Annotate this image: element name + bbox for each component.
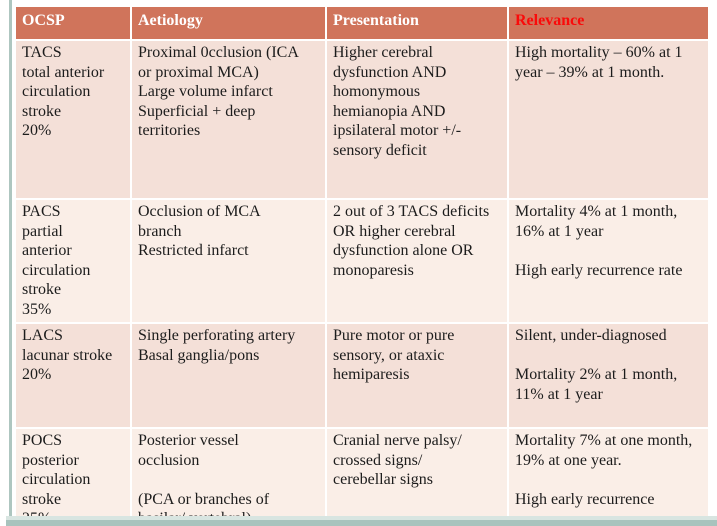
table-row-pocs: POCS posterior circulation stroke 25% Po… bbox=[16, 429, 708, 526]
column-header-relevance: Relevance bbox=[509, 7, 708, 39]
cell-pocs-relevance: Mortality 7% at one month, 19% at one ye… bbox=[509, 429, 708, 526]
bottom-accent-strip-light bbox=[6, 516, 717, 520]
column-header-ocsp: OCSP bbox=[16, 7, 130, 39]
table-header-row: OCSP Aetiology Presentation Relevance bbox=[16, 7, 708, 39]
cell-pacs-aetiology: Occlusion of MCA branch Restricted infar… bbox=[132, 200, 325, 323]
cell-pocs-aetiology: Posterior vessel occlusion (PCA or branc… bbox=[132, 429, 325, 526]
cell-pacs-relevance: Mortality 4% at 1 month, 16% at 1 year H… bbox=[509, 200, 708, 323]
column-header-aetiology: Aetiology bbox=[132, 7, 325, 39]
cell-pacs-presentation: 2 out of 3 TACS deficits OR higher cereb… bbox=[327, 200, 507, 323]
cell-pacs-ocsp: PACS partial anterior circulation stroke… bbox=[16, 200, 130, 323]
table-row-tacs: TACS total anterior circulation stroke 2… bbox=[16, 41, 708, 198]
cell-tacs-aetiology: Proximal 0cclusion (ICA or proximal MCA)… bbox=[132, 41, 325, 198]
ocsp-classification-table: OCSP Aetiology Presentation Relevance TA… bbox=[14, 5, 710, 526]
cell-lacs-presentation: Pure motor or pure sensory, or ataxic he… bbox=[327, 324, 507, 428]
cell-lacs-relevance: Silent, under-diagnosed Mortality 2% at … bbox=[509, 324, 708, 428]
cell-pocs-ocsp: POCS posterior circulation stroke 25% bbox=[16, 429, 130, 526]
table-row-pacs: PACS partial anterior circulation stroke… bbox=[16, 200, 708, 323]
cell-tacs-ocsp: TACS total anterior circulation stroke 2… bbox=[16, 41, 130, 198]
cell-tacs-relevance: High mortality – 60% at 1 year – 39% at … bbox=[509, 41, 708, 198]
column-header-presentation: Presentation bbox=[327, 7, 507, 39]
cell-lacs-aetiology: Single perforating artery Basal ganglia/… bbox=[132, 324, 325, 428]
cell-lacs-ocsp: LACS lacunar stroke 20% bbox=[16, 324, 130, 428]
cell-pocs-presentation: Cranial nerve palsy/ crossed signs/ cere… bbox=[327, 429, 507, 526]
bottom-accent-strip-dark bbox=[6, 520, 717, 526]
slide-edge-accent bbox=[9, 0, 12, 526]
table-row-lacs: LACS lacunar stroke 20% Single perforati… bbox=[16, 324, 708, 428]
cell-tacs-presentation: Higher cerebral dysfunction AND homonymo… bbox=[327, 41, 507, 198]
